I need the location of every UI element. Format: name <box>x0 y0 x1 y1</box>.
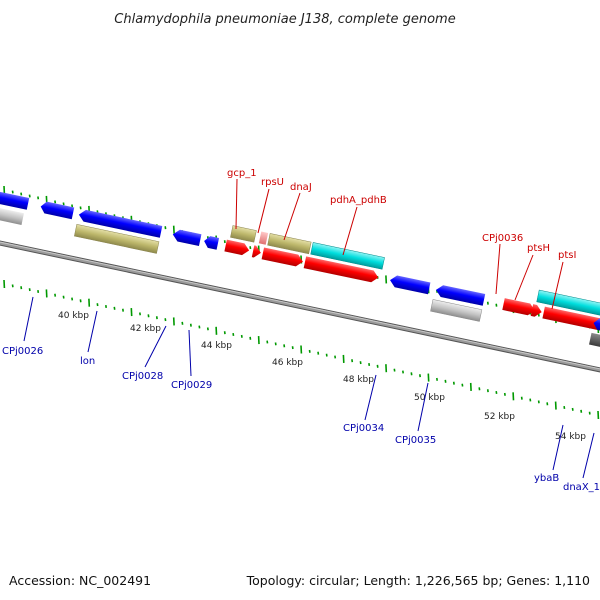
gene-label-CPj0028[interactable]: CPj0028 <box>122 371 163 382</box>
scale-label: 40 kbp <box>58 311 89 321</box>
gene-rpsU[interactable] <box>258 231 269 245</box>
gene-CPj0034[interactable] <box>389 274 431 295</box>
gene-pdhA-pdhB[interactable] <box>310 242 385 270</box>
gene-lon[interactable] <box>74 224 160 254</box>
gene-label-ptsH[interactable]: ptsH <box>527 243 550 254</box>
gene-ybaB-cds[interactable] <box>592 317 600 332</box>
gene-label-gcp1[interactable]: gcp_1 <box>227 168 257 179</box>
scale-label: 52 kbp <box>484 412 515 422</box>
gene-label-CPj0029[interactable]: CPj0029 <box>171 380 212 391</box>
gene-label-rpsU[interactable]: rpsU <box>261 177 284 188</box>
scale-label: 48 kbp <box>343 375 374 385</box>
gene-CPj0029[interactable] <box>203 235 220 250</box>
gene-label-dnaX1[interactable]: dnaX_1 <box>563 482 600 493</box>
gene-lon-cds[interactable] <box>39 201 75 220</box>
gene-ptsH-cds[interactable] <box>530 304 543 318</box>
gene-dnaJ[interactable] <box>267 233 312 255</box>
gene-gcp1-cds[interactable] <box>224 239 250 257</box>
gene-ptsH[interactable] <box>536 289 600 318</box>
topology-text: Topology: circular; Length: 1,226,565 bp… <box>246 573 590 588</box>
gene-CPj0036-cds[interactable] <box>502 298 536 316</box>
gene-label-CPj0035[interactable]: CPj0035 <box>395 435 436 446</box>
gene-label-lon[interactable]: lon <box>80 356 95 367</box>
scale-label: 50 kbp <box>414 393 445 403</box>
gene-label-CPj0026[interactable]: CPj0026 <box>2 346 43 357</box>
gene-CPj0028[interactable] <box>172 228 202 247</box>
gene-label-dnaJ[interactable]: dnaJ <box>290 182 312 193</box>
gene-label-ybaB[interactable]: ybaB <box>534 473 559 484</box>
gene-CPj0035-cds[interactable] <box>435 284 486 306</box>
scale-labels: 40 kbp 42 kbp 44 kbp 46 kbp 48 kbp 50 kb… <box>58 311 586 442</box>
forward-gene-labels: gcp_1 rpsU dnaJ pdhA_pdhB CPj0036 ptsH p… <box>227 168 576 310</box>
gene-CPj0026-cds[interactable] <box>0 188 30 210</box>
gene-rpsU-cds[interactable] <box>251 245 262 258</box>
scale-label: 54 kbp <box>555 432 586 442</box>
gene-dnaJ-cds[interactable] <box>261 247 305 267</box>
feature-track <box>0 188 600 348</box>
gene-CPj0035[interactable] <box>430 299 483 322</box>
reverse-gene-labels: CPj0026 lon CPj0028 CPj0029 CPj0034 CPj0… <box>2 296 600 493</box>
gene-gcp1[interactable] <box>230 225 257 243</box>
gene-ptsI-cds[interactable] <box>542 306 600 332</box>
gene-label-pdhA-pdhB[interactable]: pdhA_pdhB <box>330 195 387 206</box>
scale-label: 42 kbp <box>130 324 161 334</box>
scale-label: 46 kbp <box>272 358 303 368</box>
gene-label-CPj0034[interactable]: CPj0034 <box>343 423 384 434</box>
gene-label-ptsI[interactable]: ptsI <box>558 250 576 261</box>
gene-CPj0026-grey[interactable] <box>0 204 24 225</box>
backbone <box>0 240 600 373</box>
map-title: Chlamydophila pneumoniae J138, complete … <box>114 12 455 27</box>
gene-ybaB[interactable] <box>589 332 600 348</box>
gene-lon-cds-2[interactable] <box>78 209 163 238</box>
accession-text: Accession: NC_002491 <box>9 573 151 588</box>
gene-pdhA-pdhB-cds[interactable] <box>303 256 380 283</box>
gene-label-CPj0036[interactable]: CPj0036 <box>482 233 523 244</box>
scale-label: 44 kbp <box>201 341 232 351</box>
inner-tick-row <box>3 279 600 420</box>
